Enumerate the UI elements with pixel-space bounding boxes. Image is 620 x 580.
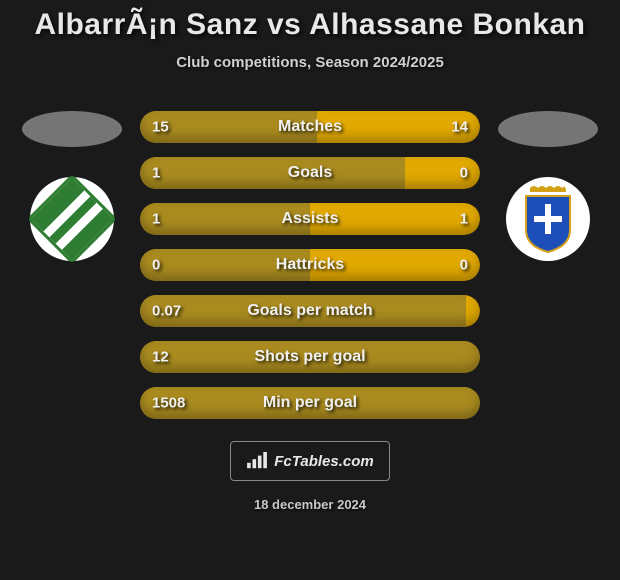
stat-bars: 15 14 Matches 1 0 Goals 1 1 Assists 0 0 Hattricks 0.… (140, 111, 480, 419)
bar-value-left: 1 (152, 165, 160, 182)
bar-value-left: 1 (152, 211, 160, 228)
comparison-infographic: AlbarrÃ¡n Sanz vs Alhassane Bonkan Club … (0, 0, 620, 580)
bar-label: Hattricks (276, 256, 344, 274)
bar-label: Assists (282, 210, 339, 228)
bar-label: Goals (288, 164, 332, 182)
bar-label: Shots per goal (254, 348, 365, 366)
bar-label: Matches (278, 118, 342, 136)
bar-value-right: 14 (451, 119, 468, 136)
stat-bar: 12 Shots per goal (140, 341, 480, 373)
stat-bar: 1 0 Goals (140, 157, 480, 189)
bars-logo-icon (246, 452, 268, 470)
date-text: 18 december 2024 (254, 497, 366, 512)
bar-value-left: 1508 (152, 395, 185, 412)
stat-bar: 0 0 Hattricks (140, 249, 480, 281)
bar-label: Goals per match (247, 302, 372, 320)
oviedo-crest (506, 177, 590, 261)
bar-value-left: 0.07 (152, 303, 181, 320)
branding-badge[interactable]: FcTables.com (230, 441, 390, 481)
cordoba-crest (30, 177, 114, 261)
left-side (22, 111, 122, 261)
stat-bar: 1508 Min per goal (140, 387, 480, 419)
bar-value-left: 15 (152, 119, 169, 136)
bar-label: Min per goal (263, 394, 357, 412)
bar-value-right: 0 (460, 257, 468, 274)
page-title: AlbarrÃ¡n Sanz vs Alhassane Bonkan (34, 8, 585, 42)
bar-value-right: 1 (460, 211, 468, 228)
shield-icon (520, 184, 576, 254)
stat-bar: 1 1 Assists (140, 203, 480, 235)
branding-text: FcTables.com (274, 453, 373, 470)
bar-value-left: 12 (152, 349, 169, 366)
bar-value-left: 0 (152, 257, 160, 274)
left-ellipse (22, 111, 122, 147)
right-ellipse (498, 111, 598, 147)
right-side (498, 111, 598, 261)
bar-fill (140, 157, 405, 189)
stat-bar: 15 14 Matches (140, 111, 480, 143)
subtitle: Club competitions, Season 2024/2025 (176, 54, 444, 71)
main-row: 15 14 Matches 1 0 Goals 1 1 Assists 0 0 Hattricks 0.… (0, 111, 620, 419)
bar-value-right: 0 (460, 165, 468, 182)
crest-stripes-icon (27, 174, 118, 265)
stat-bar: 0.07 Goals per match (140, 295, 480, 327)
